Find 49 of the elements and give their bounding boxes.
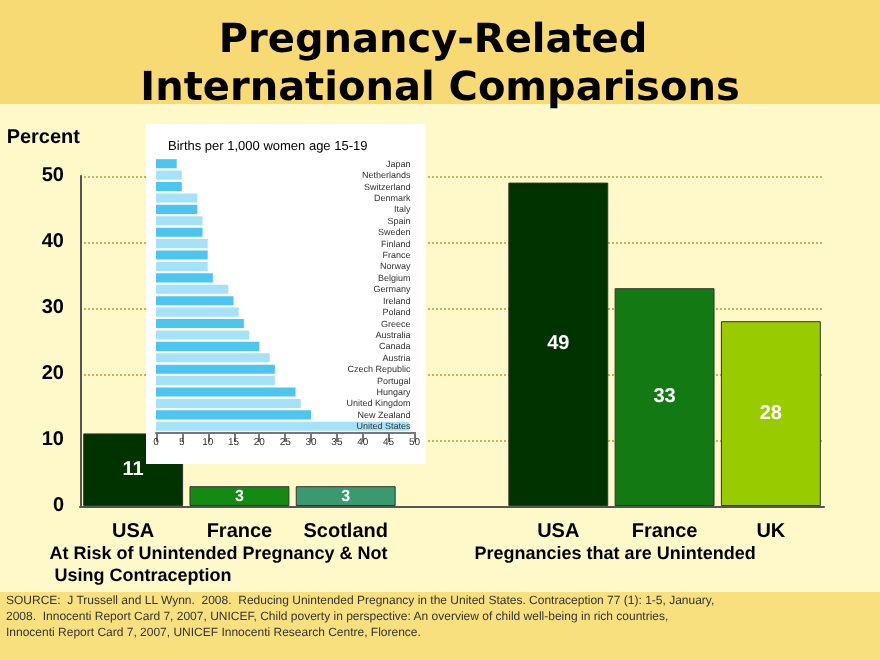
bar [614, 288, 715, 506]
bar [156, 398, 301, 409]
y-tick-label: 30 [41, 297, 65, 319]
data-label: 11 [122, 458, 145, 481]
bar [156, 204, 198, 214]
data-label: 3 [234, 487, 245, 506]
data-label: 28 [759, 402, 783, 425]
y-tick-label: 50 [41, 165, 65, 187]
bar [156, 307, 239, 317]
x-tick-label: Scotland [303, 521, 388, 543]
bar [156, 330, 250, 340]
y-tick-label: 0 [52, 495, 65, 517]
data-label: 33 [653, 386, 677, 409]
bar [189, 486, 290, 506]
x-tick-label: USA [537, 521, 580, 543]
bar [156, 181, 182, 192]
bar [156, 410, 312, 420]
bar [156, 159, 177, 169]
bar [295, 486, 396, 506]
bar [156, 193, 198, 203]
bar [156, 216, 203, 226]
bar [156, 227, 203, 237]
bar [156, 341, 260, 351]
text: At Risk of Unintended Pregnancy & Not Using Contraception [49, 543, 388, 585]
y-tick-label: 20 [41, 363, 65, 385]
bar [508, 182, 609, 506]
y-tick-label: 40 [41, 231, 65, 253]
bar [156, 239, 208, 249]
bar [156, 318, 244, 329]
bar [156, 353, 270, 363]
bar [156, 170, 182, 180]
x-tick-label: France [631, 521, 699, 543]
data-label: 49 [547, 333, 571, 356]
x-tick-label: France [206, 521, 274, 543]
chart-title: Pregnancy-Related International Comparisons [140, 14, 740, 110]
bar [156, 376, 275, 386]
bar [720, 321, 821, 506]
bar [156, 273, 213, 283]
x-tick-label: USA [112, 521, 155, 543]
text: Pregnancies that are Unintended [474, 543, 756, 563]
bar [156, 261, 208, 272]
data-label: 3 [341, 487, 352, 506]
bar [156, 250, 208, 260]
x-tick-label: UK [756, 521, 787, 543]
bar [156, 364, 275, 374]
bar [156, 296, 234, 306]
bar [156, 284, 229, 294]
bar [156, 387, 296, 397]
y-axis-title: Percent [6, 127, 82, 149]
